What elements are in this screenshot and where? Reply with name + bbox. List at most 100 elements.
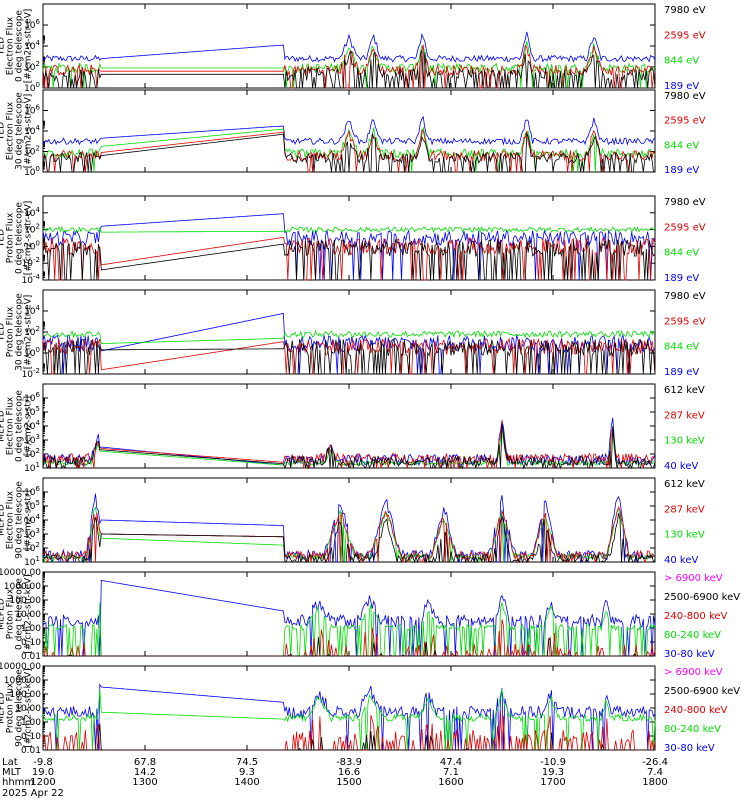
y-tick-label: 10.00 bbox=[15, 704, 41, 714]
y-tick-label: 100.00 bbox=[10, 690, 42, 700]
y-axis-label: TEDElectron Flux0 deg telescope[#/cm2-s-… bbox=[0, 9, 34, 84]
y-axis-label-line: Electron Flux bbox=[6, 16, 16, 75]
y-tick-label: 102 bbox=[24, 223, 40, 236]
series-line-189-eV bbox=[42, 115, 656, 146]
legend-entry: 844 eV bbox=[664, 56, 699, 67]
y-tick-label: 104 bbox=[24, 124, 40, 137]
y-tick-label: 105 bbox=[24, 405, 40, 418]
series-line-80-240-keV bbox=[42, 689, 656, 751]
legend-entry: 130 keV bbox=[664, 436, 705, 447]
y-axis-label-line: [#/cm2-s-str-eV] bbox=[24, 295, 34, 370]
y-tick-label: 106 bbox=[24, 485, 40, 498]
y-axis-label-line: 30 deg telescope bbox=[15, 293, 25, 371]
legend-entry: 7980 eV bbox=[664, 291, 706, 302]
y-axis-label-line: 90 deg telescope bbox=[15, 481, 25, 559]
y-tick-label: 104 bbox=[24, 39, 40, 52]
series-line-40-keV bbox=[42, 417, 656, 467]
y-axis-label-line: Electron Flux bbox=[6, 101, 16, 160]
time-tick-label: 1700 bbox=[540, 777, 565, 788]
legend-entry: 7980 eV bbox=[664, 197, 706, 208]
legend-entry: 2595 eV bbox=[664, 30, 706, 41]
y-tick-label: 0.10 bbox=[21, 732, 41, 742]
legend-entry: 2500-6900 keV bbox=[664, 592, 740, 603]
lat-tick-label: -26.4 bbox=[642, 757, 668, 768]
series-line-844-eV bbox=[42, 329, 656, 344]
series-line-2595-eV bbox=[42, 129, 656, 173]
y-axis-label-line: 0 deg telescope bbox=[15, 202, 25, 274]
axis-row-label-hhmm: hhmm bbox=[2, 777, 34, 788]
panel-frame bbox=[42, 195, 656, 281]
time-tick-label: 1400 bbox=[234, 777, 259, 788]
axis-row-label-mlt: MLT bbox=[2, 767, 22, 778]
y-tick-label: 104 bbox=[24, 419, 40, 432]
y-axis-label: TEDElectron Flux30 deg telescope[#/cm2-s… bbox=[0, 92, 34, 170]
y-tick-label: 102 bbox=[24, 60, 40, 73]
axis-row-label-lat: Lat bbox=[2, 757, 18, 768]
legend-entry: 40 keV bbox=[664, 555, 698, 566]
y-tick-label: 0.01 bbox=[21, 746, 41, 756]
y-axis-label-line: Proton Flux bbox=[6, 588, 16, 639]
y-tick-label: 106 bbox=[24, 104, 40, 117]
series-line-844-eV bbox=[43, 225, 656, 234]
time-tick-label: 1500 bbox=[336, 777, 361, 788]
legend-entry: 30-80 keV bbox=[664, 649, 715, 660]
series-line-7980-eV bbox=[42, 238, 656, 281]
legend-entry: 189 eV bbox=[664, 273, 699, 284]
y-tick-label: 102 bbox=[24, 325, 40, 338]
y-axis-label-line: Proton Flux bbox=[6, 682, 16, 733]
legend-entry: 30-80 keV bbox=[664, 743, 715, 754]
y-axis-label-line: TED bbox=[0, 229, 7, 248]
series-line-2595-eV bbox=[42, 337, 656, 375]
legend-entry: 612 keV bbox=[664, 479, 705, 490]
y-tick-label: 1000.00 bbox=[4, 582, 41, 592]
y-tick-label: 106 bbox=[24, 391, 40, 404]
panel-8: 0.010.101.0010.00100.001000.0010000.00ME… bbox=[0, 662, 740, 756]
series-line-130-keV bbox=[42, 431, 656, 466]
legend-entry: 844 eV bbox=[664, 140, 699, 151]
y-tick-label: 101 bbox=[24, 461, 40, 474]
y-tick-label: 100.00 bbox=[10, 596, 42, 606]
legend-entry: 189 eV bbox=[664, 165, 699, 176]
series-line-7980-eV bbox=[42, 338, 656, 375]
lat-tick-label: 47.4 bbox=[440, 757, 462, 768]
legend-entry: 2595 eV bbox=[664, 116, 706, 127]
legend-entry: 240-800 keV bbox=[664, 705, 728, 716]
y-axis-label-line: [#/cm2-s-str-keV] bbox=[24, 668, 34, 747]
y-tick-label: 0.10 bbox=[21, 638, 41, 648]
y-tick-label: 102 bbox=[24, 541, 40, 554]
series-line-40-keV bbox=[42, 493, 656, 564]
y-axis-label: MEPEDElectron Flux0 deg telescope[#/cm2-… bbox=[0, 390, 34, 462]
series-line-7980-eV bbox=[42, 133, 655, 173]
legend-entry: 80-240 keV bbox=[664, 724, 721, 735]
time-tick-label: 1800 bbox=[642, 777, 667, 788]
y-axis-label-line: TED bbox=[0, 37, 7, 56]
y-axis-label-line: TED bbox=[0, 122, 7, 141]
y-axis-label: TEDProton Flux0 deg telescope[#/cm2-s-st… bbox=[0, 201, 34, 276]
y-axis-label-line: 0 deg telescope bbox=[15, 10, 25, 82]
y-tick-label: 10.00 bbox=[15, 610, 41, 620]
legend-entry: 2500-6900 keV bbox=[664, 686, 740, 697]
series-line-844-eV bbox=[42, 127, 656, 173]
legend-entry: > 6900 keV bbox=[664, 667, 723, 678]
y-tick-label: 102 bbox=[24, 447, 40, 460]
y-tick-label: 0.01 bbox=[21, 652, 41, 662]
y-axis-label: MEPEDElectron Flux90 deg telescope[#/cm2… bbox=[0, 481, 34, 559]
mlt-tick-label: 14.2 bbox=[134, 767, 156, 778]
y-tick-label: 104 bbox=[24, 206, 40, 219]
legend-entry: 189 eV bbox=[664, 81, 699, 92]
y-tick-label: 10000.00 bbox=[0, 662, 41, 672]
mlt-tick-label: 19.3 bbox=[542, 767, 564, 778]
legend-entry: 130 keV bbox=[664, 530, 705, 541]
y-tick-label: 101 bbox=[24, 555, 40, 568]
y-axis-label-line: [#/cm2-s-str-keV] bbox=[24, 574, 34, 653]
y-tick-label: 106 bbox=[24, 18, 40, 31]
y-tick-label: 104 bbox=[24, 304, 40, 317]
y-axis-label-line: MEPED bbox=[0, 692, 7, 724]
y-tick-label: 100 bbox=[24, 81, 40, 94]
series-line-7980-eV bbox=[42, 49, 656, 89]
